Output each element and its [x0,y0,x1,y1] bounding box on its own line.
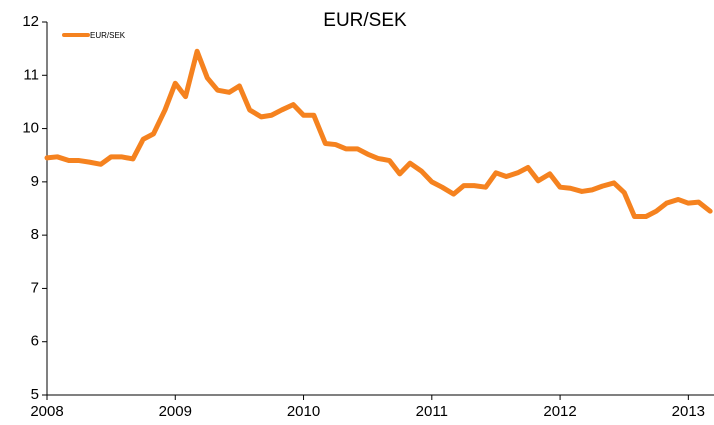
x-tick-label: 2011 [416,403,448,420]
chart-title: EUR/SEK [323,10,407,31]
y-tick-label: 11 [23,66,39,83]
y-tick-label: 6 [31,333,39,350]
x-tick-label: 2009 [159,403,192,420]
x-tick-label: 2012 [543,403,576,420]
x-tick-label: 2010 [287,403,320,420]
line-series [44,48,713,219]
x-tick-label: 2013 [672,403,705,420]
y-tick-label: 8 [31,226,39,243]
y-tick-label: 7 [31,279,39,296]
legend-label: EUR/SEK [90,31,126,40]
y-tick-label: 5 [31,386,39,403]
x-tick-label: 2008 [30,403,63,420]
y-tick-label: 9 [31,173,39,190]
y-tick-label: 12 [22,13,39,30]
y-tick-label: 10 [22,120,39,137]
